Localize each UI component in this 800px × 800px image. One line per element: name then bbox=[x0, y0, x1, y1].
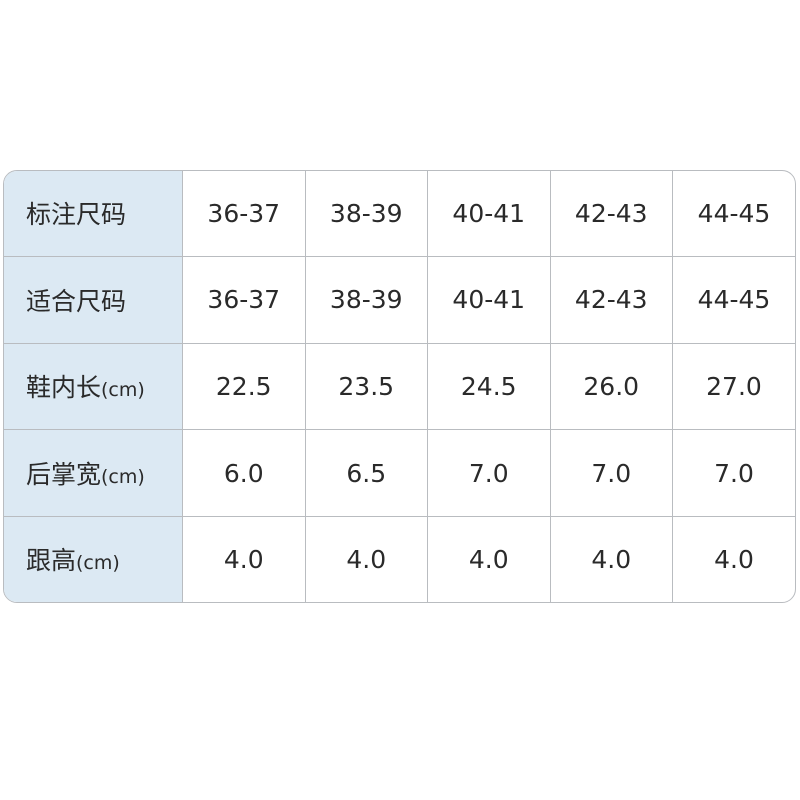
table-cell: 38-39 bbox=[304, 255, 428, 344]
table-cell: 4.0 bbox=[549, 515, 673, 602]
table-row: 标注尺码 36-37 38-39 40-41 42-43 44-45 bbox=[4, 171, 795, 257]
row-header: 标注尺码 bbox=[4, 171, 183, 257]
table-cell: 36-37 bbox=[182, 255, 306, 344]
row-unit: (cm) bbox=[101, 379, 145, 402]
table-cell: 26.0 bbox=[549, 342, 673, 431]
table-cell: 44-45 bbox=[672, 171, 795, 257]
table-cell: 6.5 bbox=[304, 429, 428, 517]
row-label: 适合尺码 bbox=[26, 286, 127, 316]
table-cell: 22.5 bbox=[182, 342, 306, 431]
row-label: 跟高 bbox=[26, 546, 77, 576]
table-cell: 4.0 bbox=[182, 515, 306, 602]
table-cell: 6.0 bbox=[182, 429, 306, 517]
table-row: 鞋内长(cm) 22.5 23.5 24.5 26.0 27.0 bbox=[4, 342, 795, 431]
table-cell: 40-41 bbox=[427, 171, 551, 257]
table-cell: 24.5 bbox=[427, 342, 551, 431]
table-cell: 4.0 bbox=[304, 515, 428, 602]
row-header: 鞋内长(cm) bbox=[4, 342, 183, 431]
table-cell: 23.5 bbox=[304, 342, 428, 431]
table-cell: 42-43 bbox=[549, 171, 673, 257]
row-header: 跟高(cm) bbox=[4, 515, 183, 602]
row-label: 标注尺码 bbox=[26, 200, 127, 230]
table-cell: 44-45 bbox=[672, 255, 795, 344]
size-chart-table: 标注尺码 36-37 38-39 40-41 42-43 44-45 适合尺码 36-37 38… bbox=[3, 170, 796, 603]
row-label: 后掌宽 bbox=[26, 460, 102, 490]
table-cell: 7.0 bbox=[672, 429, 795, 517]
table-cell: 36-37 bbox=[182, 171, 306, 257]
row-label: 鞋内长 bbox=[26, 373, 102, 403]
table-cell: 4.0 bbox=[427, 515, 551, 602]
table-cell: 27.0 bbox=[672, 342, 795, 431]
table-row: 跟高(cm) 4.0 4.0 4.0 4.0 4.0 bbox=[4, 515, 795, 602]
table-cell: 7.0 bbox=[549, 429, 673, 517]
row-header: 适合尺码 bbox=[4, 255, 183, 344]
table-cell: 4.0 bbox=[672, 515, 795, 602]
row-unit: (cm) bbox=[76, 552, 120, 575]
table-cell: 38-39 bbox=[304, 171, 428, 257]
table-cell: 42-43 bbox=[549, 255, 673, 344]
row-unit: (cm) bbox=[101, 466, 145, 489]
table-cell: 7.0 bbox=[427, 429, 551, 517]
table-row: 后掌宽(cm) 6.0 6.5 7.0 7.0 7.0 bbox=[4, 429, 795, 517]
table-cell: 40-41 bbox=[427, 255, 551, 344]
row-header: 后掌宽(cm) bbox=[4, 429, 183, 517]
table-row: 适合尺码 36-37 38-39 40-41 42-43 44-45 bbox=[4, 255, 795, 344]
